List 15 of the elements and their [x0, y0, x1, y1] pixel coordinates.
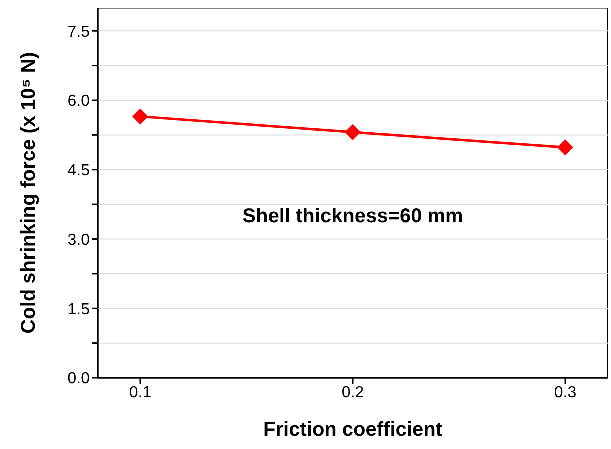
- annotation: Shell thickness=60 mm: [242, 206, 464, 228]
- x-tick-label: 0.1: [129, 384, 152, 402]
- y-tick-label: 4.5: [68, 162, 90, 180]
- x-tick-label: 0.2: [342, 384, 364, 402]
- point: [345, 124, 361, 140]
- y-tick-label: 0.0: [68, 370, 90, 388]
- y-tick-label: 1.5: [68, 301, 90, 318]
- y-tick-label: 3.0: [68, 232, 90, 249]
- point: [132, 108, 148, 125]
- point: [558, 140, 574, 156]
- y-tick-label: 6.0: [68, 93, 90, 110]
- x-tick-label: 0.3: [554, 384, 577, 402]
- x-axis-title: Friction coefficient: [264, 419, 443, 441]
- y-axis-title: Cold shrinking force (x 10⁵ N): [18, 52, 40, 334]
- y-tick-label: 7.5: [68, 24, 90, 41]
